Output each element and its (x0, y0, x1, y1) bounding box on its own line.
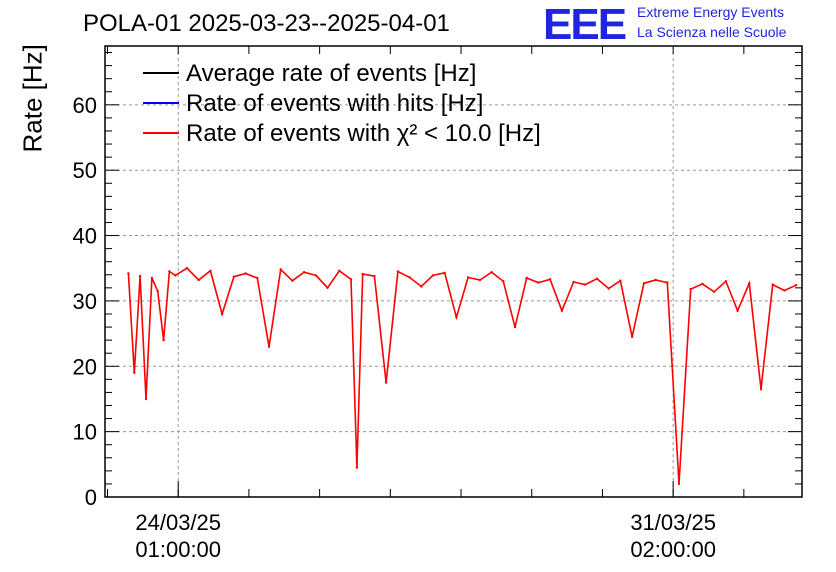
data-point (584, 283, 587, 286)
y-tick-label: 10 (73, 420, 97, 445)
data-point (127, 272, 130, 275)
data-point (420, 285, 423, 288)
data-point (168, 270, 171, 273)
data-point (677, 482, 681, 486)
data-point (291, 279, 294, 282)
data-point (490, 271, 493, 274)
data-point (373, 274, 376, 278)
data-point (326, 286, 329, 289)
data-point (232, 275, 236, 278)
data-point (314, 274, 318, 277)
logo-line-1: Extreme Energy Events (637, 4, 785, 20)
data-point (209, 269, 212, 272)
data-point (478, 278, 482, 282)
data-point (338, 269, 341, 272)
data-point (572, 280, 575, 284)
data-point (724, 280, 728, 283)
data-point (185, 267, 189, 270)
y-tick-label: 40 (73, 224, 97, 249)
data-point (244, 272, 247, 275)
data-point (455, 316, 458, 319)
x-tick-date-label: 31/03/25 (630, 510, 716, 535)
eee-logo: EEE (543, 0, 627, 49)
x-tick-date-label: 24/03/25 (135, 510, 221, 535)
chart-title: POLA-01 2025-03-23--2025-04-01 (83, 10, 450, 37)
data-point (630, 335, 634, 339)
data-point (443, 271, 446, 274)
data-point (150, 276, 154, 280)
data-point (666, 281, 669, 284)
plot-frame (104, 45, 803, 498)
data-point (133, 371, 136, 374)
series-layer (127, 267, 798, 486)
x-tick-time-label: 01:00:00 (135, 537, 221, 562)
data-point (431, 274, 435, 277)
data-point (794, 284, 798, 287)
data-point (736, 309, 739, 312)
data-point (607, 287, 610, 290)
data-point (408, 276, 411, 279)
data-point (701, 282, 704, 286)
data-point (525, 276, 528, 280)
data-point (256, 276, 259, 280)
data-point (759, 388, 763, 391)
data-point (748, 282, 751, 285)
grid-lines (105, 46, 802, 497)
data-point (174, 274, 177, 277)
data-point (502, 280, 505, 283)
data-point (548, 278, 552, 281)
y-tick-label: 50 (73, 158, 97, 183)
data-point (689, 287, 692, 291)
legend-swatches (143, 72, 179, 134)
data-point (771, 283, 774, 286)
y-axis-label: Rate [Hz] (17, 44, 48, 153)
data-point (220, 312, 224, 316)
data-point (279, 268, 282, 271)
data-point (138, 274, 142, 278)
data-point (466, 276, 470, 279)
data-point (349, 278, 353, 281)
data-point (162, 338, 165, 342)
data-point (197, 278, 200, 282)
data-point (712, 290, 716, 293)
data-point (267, 345, 271, 348)
data-point (537, 281, 540, 284)
data-point (642, 282, 646, 285)
y-tick-label: 60 (73, 93, 97, 118)
data-point (560, 309, 564, 312)
y-tick-label: 0 (85, 485, 97, 510)
y-tick-label: 30 (73, 289, 97, 314)
data-point (361, 272, 364, 276)
logo-line-2: La Scienza nelle Scuole (637, 24, 787, 40)
data-point (619, 279, 622, 282)
data-point (595, 277, 599, 280)
axis-ticks (105, 46, 802, 498)
data-point (144, 397, 148, 401)
data-point (355, 466, 359, 469)
data-point (513, 325, 517, 329)
data-point (384, 381, 388, 384)
legend-hits: Rate of events with hits [Hz] (186, 90, 484, 117)
x-tick-time-label: 02:00:00 (630, 537, 716, 562)
data-point (654, 278, 657, 282)
data-point (783, 289, 786, 292)
y-tick-label: 20 (73, 354, 97, 379)
legend-chi2: Rate of events with χ² < 10.0 [Hz] (186, 120, 541, 147)
data-point (302, 271, 306, 274)
data-point (156, 289, 159, 293)
legend-average: Average rate of events [Hz] (186, 60, 477, 87)
data-point (396, 270, 400, 273)
